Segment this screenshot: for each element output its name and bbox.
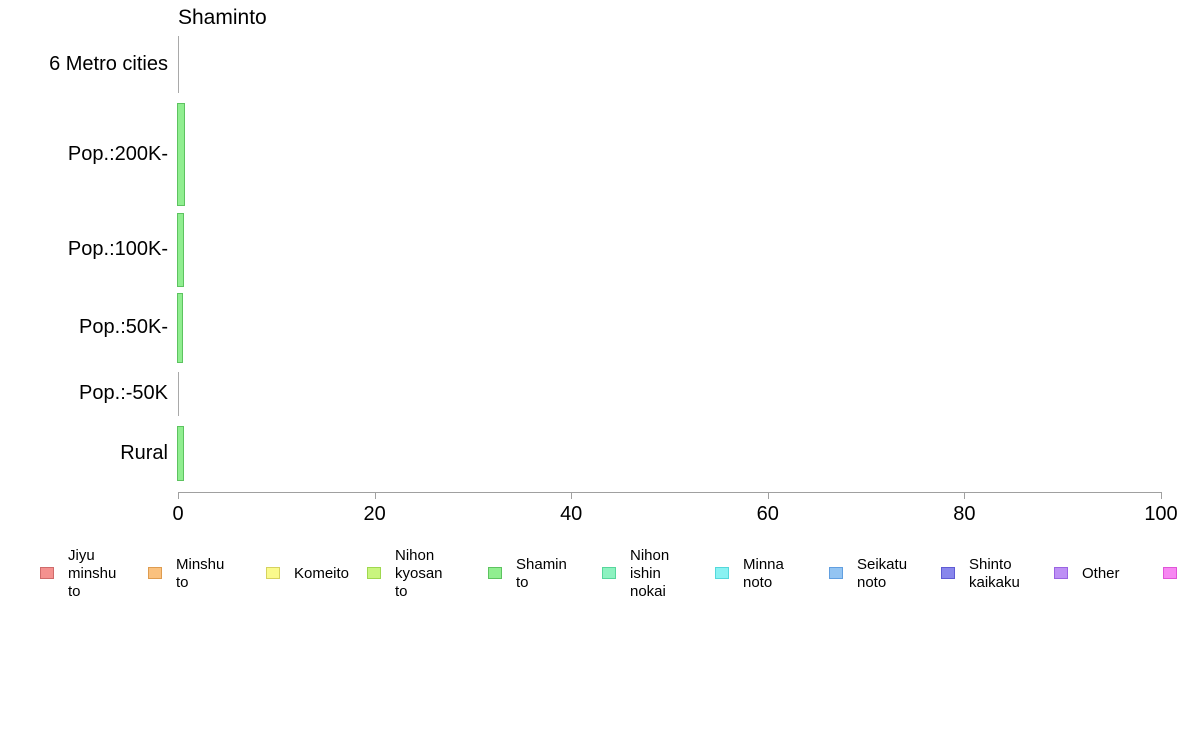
x-axis-tick bbox=[1161, 492, 1162, 499]
legend-swatch bbox=[1163, 567, 1177, 579]
legend-label: Minshu to bbox=[176, 556, 225, 591]
legend-swatch bbox=[941, 567, 955, 579]
x-axis-tick-label: 100 bbox=[1144, 503, 1178, 525]
bar-segment bbox=[177, 426, 184, 481]
legend-swatch bbox=[1054, 567, 1068, 579]
legend-swatch bbox=[266, 567, 280, 579]
legend-label: Jiyu minshu to bbox=[68, 547, 117, 600]
zero-value-marker bbox=[178, 372, 179, 416]
legend-swatch bbox=[715, 567, 729, 579]
x-axis-tick bbox=[964, 492, 966, 499]
bar-segment bbox=[177, 103, 185, 206]
y-axis-label: Pop.:200K- bbox=[67, 142, 168, 165]
legend-label: Shamin to bbox=[516, 556, 567, 591]
bar-segment bbox=[177, 293, 183, 363]
y-axis-label: Pop.:50K- bbox=[79, 316, 168, 338]
legend-swatch bbox=[602, 567, 616, 579]
bar-segment bbox=[177, 213, 184, 287]
x-axis-line bbox=[178, 492, 1161, 493]
x-axis-tick-label: 80 bbox=[953, 503, 976, 525]
x-axis-tick-label: 20 bbox=[363, 503, 386, 525]
x-axis-tick-label: 60 bbox=[756, 503, 779, 525]
legend-swatch bbox=[488, 567, 502, 579]
legend-label: Shinto kaikaku bbox=[969, 556, 1020, 591]
legend-label: Minna noto bbox=[743, 556, 784, 591]
zero-value-marker bbox=[178, 36, 179, 93]
x-axis-tick-label: 40 bbox=[560, 503, 583, 525]
legend-label: Nihon kyosan to bbox=[395, 547, 443, 600]
legend-label: Seikatu noto bbox=[857, 556, 908, 591]
x-axis-tick bbox=[374, 492, 376, 499]
legend-swatch bbox=[367, 567, 381, 579]
x-axis-tick-label: 0 bbox=[172, 503, 184, 525]
x-axis-tick bbox=[767, 492, 769, 499]
y-axis-label: Pop.:100K- bbox=[67, 238, 168, 260]
y-axis-label: 6 Metro cities bbox=[49, 52, 168, 75]
legend-label: Komeito bbox=[294, 565, 350, 582]
x-axis-tick bbox=[571, 492, 573, 499]
x-axis-tick bbox=[178, 492, 179, 499]
legend-swatch bbox=[148, 567, 162, 579]
legend-label: Nihon ishin nokai bbox=[630, 547, 670, 600]
y-axis-label: Rural bbox=[120, 441, 168, 464]
chart-title: Shaminto bbox=[178, 6, 267, 29]
legend-swatch bbox=[40, 567, 54, 579]
legend-label: Other bbox=[1082, 565, 1120, 582]
y-axis-label: Pop.:-50K bbox=[79, 382, 168, 404]
legend-swatch bbox=[829, 567, 843, 579]
